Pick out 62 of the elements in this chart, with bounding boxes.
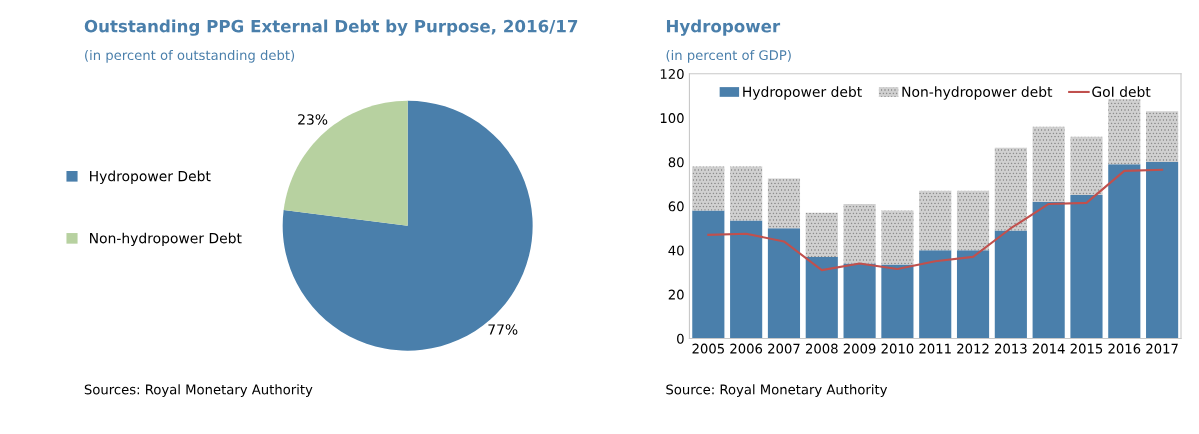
source-note: Source: Royal Monetary Authority	[666, 384, 888, 397]
bar	[956, 250, 990, 339]
pie-slice	[283, 100, 408, 226]
bar	[805, 212, 838, 257]
source-note: Sources: Royal Monetary Authority	[84, 384, 313, 397]
bar	[881, 210, 914, 265]
line-series	[707, 168, 1164, 272]
bar	[919, 250, 952, 339]
bar	[956, 190, 990, 251]
bar	[881, 264, 914, 339]
bar	[1108, 99, 1141, 165]
x-tick-label: 2011	[919, 343, 951, 354]
bar	[730, 166, 763, 221]
pie-slice	[282, 100, 533, 351]
y-tick-label: 100	[660, 113, 684, 124]
x-tick-label: 2005	[692, 343, 724, 354]
bar	[994, 147, 1027, 231]
y-tick-label: 60	[668, 201, 684, 212]
y-tick-label: 80	[668, 157, 684, 168]
bar	[843, 263, 876, 339]
bar	[994, 230, 1027, 339]
bar	[730, 220, 763, 339]
chart-subtitle: (in percent of GDP)	[666, 49, 791, 63]
bar	[767, 228, 801, 339]
x-tick-label: 2015	[1070, 343, 1103, 354]
bar	[805, 256, 838, 339]
bar	[1032, 201, 1065, 339]
bar	[1108, 164, 1141, 339]
x-tick-label: 2006	[730, 343, 763, 354]
bar	[843, 203, 876, 264]
legend-label: Non-hydropower debt	[902, 86, 1053, 100]
x-tick-label: 2007	[768, 343, 800, 354]
bar	[1070, 136, 1103, 196]
bar	[1070, 195, 1103, 339]
legend-label: Non-hydropower Debt	[90, 232, 242, 247]
chart-subtitle: (in percent of outstanding debt)	[85, 49, 295, 63]
chart-title: Hydropower	[666, 19, 781, 36]
x-tick-label: 2012	[957, 343, 989, 354]
legend-label: Hydropower debt	[743, 86, 862, 100]
x-tick-label: 2017	[1146, 343, 1178, 354]
y-tick-label: 120	[660, 69, 684, 79]
y-tick-label: 20	[668, 289, 684, 300]
x-tick-label: 2014	[1032, 343, 1065, 354]
bar	[1146, 162, 1179, 339]
x-tick-label: 2009	[843, 343, 876, 354]
y-tick-label: 0	[677, 333, 684, 344]
x-tick-label: 2016	[1108, 343, 1141, 354]
x-tick-label: 2010	[881, 343, 914, 354]
bar	[692, 166, 725, 211]
bar	[919, 190, 952, 251]
legend-label: GoI debt	[1092, 86, 1151, 98]
x-tick-label: 2013	[995, 343, 1027, 354]
bar	[692, 210, 725, 339]
x-tick-label: 2008	[805, 343, 838, 354]
data-label: 77%	[488, 324, 518, 335]
legend-label: Hydropower Debt	[90, 170, 211, 185]
bar	[1032, 126, 1065, 202]
bar	[1146, 111, 1179, 163]
data-label: 23%	[298, 114, 328, 125]
chart-title: Outstanding PPG External Debt by Purpose, 2016/17	[84, 19, 578, 36]
bar	[767, 178, 801, 229]
y-tick-label: 40	[668, 245, 684, 256]
